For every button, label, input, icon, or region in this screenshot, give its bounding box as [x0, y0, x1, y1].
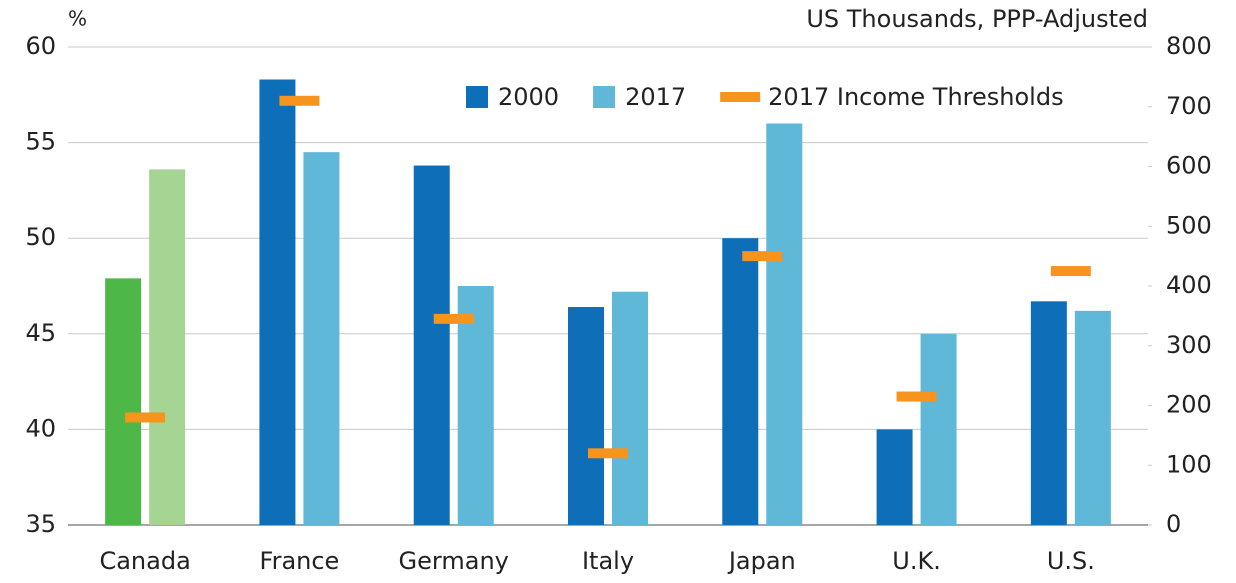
y-tick-label: 35: [25, 510, 56, 538]
y2-tick-label: 400: [1166, 271, 1212, 299]
threshold-marker: [742, 251, 783, 262]
x-tick-label: Germany: [399, 547, 509, 575]
y2-tick-label: 0: [1166, 510, 1181, 538]
bar: [920, 333, 957, 525]
bar: [413, 165, 450, 525]
y2-tick-label: 200: [1166, 391, 1212, 419]
legend-label: 2000: [498, 83, 559, 111]
threshold-marker: [896, 391, 937, 402]
threshold-marker: [1050, 266, 1091, 277]
y-tick-label: 55: [25, 128, 56, 156]
x-tick-label: U.K.: [892, 547, 941, 575]
bar: [568, 307, 604, 525]
bar: [303, 152, 340, 525]
x-tick-label: France: [260, 547, 340, 575]
y-tick-label: 45: [25, 319, 56, 347]
x-tick-label: Italy: [582, 547, 634, 575]
bar: [149, 169, 186, 526]
bar: [457, 286, 494, 525]
y2-tick-label: 600: [1166, 152, 1212, 180]
bar: [259, 79, 296, 525]
bar: [1074, 310, 1111, 525]
y2-tick-label: 700: [1166, 92, 1212, 120]
y2-tick-label: 100: [1166, 450, 1212, 478]
bar: [722, 238, 759, 525]
threshold-marker: [279, 95, 320, 106]
bar: [876, 429, 913, 525]
x-tick-label: Japan: [727, 547, 796, 575]
y2-tick-label: 300: [1166, 331, 1212, 359]
legend-label: 2017 Income Thresholds: [768, 83, 1063, 111]
y-tick-label: 60: [25, 32, 56, 60]
y-tick-label: 40: [25, 414, 56, 442]
y2-tick-label: 800: [1166, 32, 1212, 60]
threshold-marker: [125, 412, 166, 423]
legend-swatch: [720, 92, 761, 102]
threshold-marker: [433, 313, 474, 324]
bar: [612, 291, 648, 525]
legend-label: 2017: [625, 83, 686, 111]
y2-axis-label: US Thousands, PPP-Adjusted: [806, 5, 1148, 33]
y2-tick-label: 500: [1166, 211, 1212, 239]
x-tick-label: U.S.: [1047, 547, 1095, 575]
threshold-marker: [588, 448, 628, 459]
legend-swatch: [593, 86, 616, 108]
y-axis-label: %: [68, 7, 87, 31]
x-tick-label: Canada: [99, 547, 190, 575]
y-tick-label: 50: [25, 223, 56, 251]
bar: [766, 123, 803, 525]
bar: [1030, 301, 1067, 525]
legend-swatch: [466, 86, 488, 108]
bar: [105, 278, 142, 525]
